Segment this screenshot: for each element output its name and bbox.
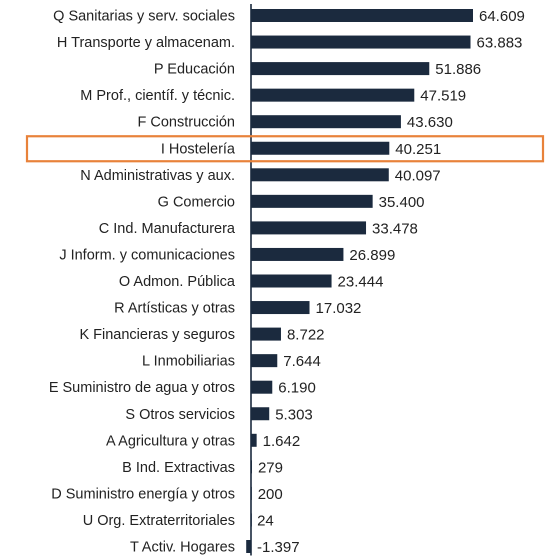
value-label: 33.478 <box>372 220 418 237</box>
value-label: 47.519 <box>420 88 466 105</box>
value-label: 51.886 <box>435 61 481 78</box>
category-label: D Suministro energía y otros <box>51 486 235 502</box>
highlight-box <box>25 135 545 163</box>
bar <box>251 221 367 235</box>
bar <box>251 327 281 341</box>
category-label: K Financieras y seguros <box>79 327 235 343</box>
bar <box>251 380 273 394</box>
bar <box>251 141 390 155</box>
category-label: Q Sanitarias y serv. sociales <box>53 9 235 25</box>
bar <box>251 168 389 182</box>
bar <box>251 407 270 421</box>
bar <box>251 274 332 288</box>
value-label: 17.032 <box>316 300 362 317</box>
value-label: 43.630 <box>407 114 453 131</box>
category-label: C Ind. Manufacturera <box>99 221 236 237</box>
value-label: 1.642 <box>263 433 301 450</box>
bar <box>251 354 278 368</box>
bar <box>251 115 401 129</box>
category-label: L Inmobiliarias <box>142 354 235 370</box>
category-label: G Comercio <box>158 194 235 210</box>
category-label: N Administrativas y aux. <box>80 168 235 184</box>
category-label: F Construcción <box>137 115 235 131</box>
category-label: M Prof., científ. y técnic. <box>80 88 235 104</box>
category-label: O Admon. Pública <box>119 274 236 290</box>
category-label: A Agricultura y otras <box>106 433 235 449</box>
category-label: P Educación <box>154 62 235 78</box>
value-label: 24 <box>257 512 274 529</box>
value-label: 5.303 <box>275 406 313 423</box>
category-label: R Artísticas y otras <box>114 301 235 317</box>
category-label: S Otros servicios <box>125 407 235 423</box>
bar <box>251 62 430 76</box>
value-label: -1.397 <box>257 539 300 556</box>
category-label: H Transporte y almacenam. <box>57 35 235 51</box>
value-label: 7.644 <box>283 353 321 370</box>
category-label: B Ind. Extractivas <box>122 460 235 476</box>
bar <box>251 433 257 447</box>
category-label: E Suministro de agua y otros <box>49 380 235 396</box>
category-label: T Activ. Hogares <box>130 540 235 556</box>
value-label: 26.899 <box>349 247 395 264</box>
bar <box>251 247 344 261</box>
bar <box>251 301 310 315</box>
bar <box>251 35 471 49</box>
bar <box>246 540 251 553</box>
value-label: 40.097 <box>395 167 441 184</box>
bar <box>251 9 473 22</box>
value-label: 63.883 <box>477 35 523 52</box>
value-label: 6.190 <box>278 380 316 397</box>
value-label: 8.722 <box>287 327 325 344</box>
bar <box>251 194 373 208</box>
value-label: 64.609 <box>479 8 525 25</box>
value-label: 35.400 <box>379 194 425 211</box>
bar <box>251 88 415 102</box>
value-label: 279 <box>258 459 283 476</box>
category-label: U Org. Extraterritoriales <box>83 513 235 529</box>
category-label: J Inform. y comunicaciones <box>59 247 235 263</box>
value-label: 200 <box>258 486 283 503</box>
category-label: I Hostelería <box>161 141 236 157</box>
value-label: 23.444 <box>338 274 384 291</box>
value-label: 40.251 <box>395 141 441 158</box>
